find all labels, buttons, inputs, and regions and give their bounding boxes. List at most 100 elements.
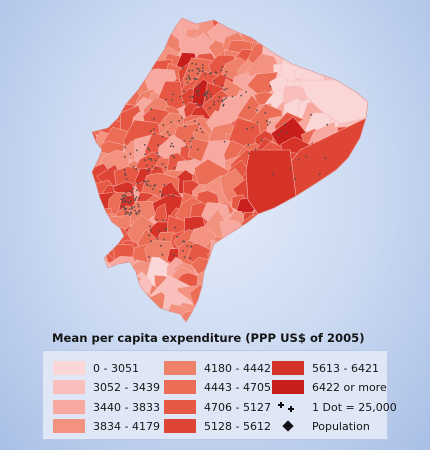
map-region-376 — [316, 224, 342, 260]
map-region-418 — [341, 264, 362, 284]
map-region-41 — [96, 31, 112, 49]
population-dot-102 — [135, 167, 138, 170]
population-dot-145 — [120, 205, 123, 208]
plus-dots-icon — [272, 400, 304, 414]
population-dot-198 — [150, 108, 152, 111]
legend-item-8: 5128 - 5612 — [164, 418, 271, 434]
population-dot-38 — [208, 72, 211, 75]
population-dot-238 — [248, 152, 251, 155]
map-region-394 — [289, 243, 311, 266]
population-dot-197 — [172, 145, 175, 148]
map-region-452 — [248, 284, 283, 317]
map-region-336 — [309, 206, 349, 234]
population-dot-84 — [123, 169, 126, 172]
population-dot-143 — [135, 213, 138, 216]
population-dot-25 — [191, 95, 194, 98]
map-region-11 — [235, 18, 263, 27]
map-region-358 — [334, 213, 368, 249]
map-region-451 — [227, 271, 269, 311]
map-region-422 — [100, 275, 124, 297]
population-dots — [120, 62, 329, 260]
population-dot-244 — [245, 91, 248, 93]
map-region-399 — [354, 245, 368, 269]
map-region-298 — [347, 181, 367, 203]
map-region-56 — [310, 21, 344, 54]
map-region-42 — [100, 18, 128, 47]
map-region-12 — [251, 18, 273, 25]
population-dot-219 — [176, 236, 179, 238]
population-dot-37 — [201, 100, 204, 103]
population-dot-147 — [123, 194, 126, 197]
population-dot-64 — [156, 152, 159, 155]
population-dot-220 — [148, 234, 150, 237]
population-dot-34 — [201, 66, 204, 69]
population-dot-178 — [192, 137, 195, 140]
map-region-15 — [294, 18, 321, 20]
population-dot-152 — [123, 207, 126, 210]
map-region-140 — [92, 81, 97, 121]
legend-label-2: 3052 - 3439 — [93, 380, 160, 394]
map-region-97 — [333, 56, 355, 75]
population-dot-76 — [171, 154, 174, 157]
map-region-459 — [348, 277, 368, 312]
population-dot-186 — [153, 132, 156, 135]
population-dot-21 — [205, 95, 208, 98]
population-dot-69 — [146, 170, 149, 173]
population-dot-193 — [190, 146, 192, 148]
map-region-96 — [311, 41, 343, 69]
population-dot-139 — [126, 211, 129, 214]
map-region-3 — [115, 18, 143, 22]
population-dot-251 — [305, 155, 308, 158]
map-region-316 — [315, 193, 338, 219]
population-dot-46 — [215, 72, 218, 74]
population-dot-113 — [163, 184, 166, 186]
population-dot-158 — [138, 205, 140, 208]
population-dot-15 — [225, 97, 228, 99]
population-dot-58 — [195, 78, 198, 81]
population-dot-96 — [144, 153, 147, 156]
map-region-390 — [222, 241, 251, 270]
map-region-433 — [265, 266, 294, 298]
legend-item-population: Population — [272, 418, 370, 434]
map-region-79 — [357, 37, 368, 66]
map-region-432 — [249, 270, 275, 299]
map-region-east-2 — [245, 149, 297, 215]
population-dot-85 — [129, 152, 132, 155]
map-region-429 — [207, 262, 243, 299]
map-region-4 — [127, 18, 152, 29]
legend-swatch-4 — [53, 419, 85, 433]
population-dot-57 — [217, 99, 220, 102]
map-region-360 — [92, 237, 94, 260]
map-region-98 — [333, 41, 368, 78]
population-dot-83 — [143, 180, 146, 183]
map-region-493 — [272, 310, 292, 322]
population-dot-121 — [137, 211, 140, 214]
map-region-78 — [339, 36, 368, 62]
population-dot-171 — [168, 134, 171, 136]
population-dot-79 — [149, 185, 152, 187]
population-dot-20 — [188, 69, 191, 72]
map-region-391 — [227, 242, 260, 271]
population-dot-166 — [204, 92, 207, 95]
population-dot-50 — [213, 101, 216, 103]
map-region-495 — [305, 310, 322, 322]
population-dot-52 — [221, 100, 224, 103]
population-dot-184 — [178, 120, 181, 122]
population-dot-141 — [134, 197, 137, 200]
map-region-2 — [110, 18, 134, 22]
population-dot-0 — [199, 84, 201, 87]
population-dot-48 — [189, 78, 191, 80]
map-region-33 — [269, 18, 292, 33]
map-region-372 — [241, 231, 280, 271]
population-dot-227 — [223, 98, 226, 101]
population-dot-55 — [187, 74, 190, 77]
population-dot-98 — [167, 194, 170, 197]
population-dot-233 — [247, 143, 250, 146]
population-dot-49 — [210, 72, 213, 74]
population-dot-39 — [195, 101, 197, 103]
population-dot-230 — [231, 95, 234, 98]
population-dot-189 — [182, 101, 185, 104]
map-region-80 — [92, 48, 101, 80]
population-dot-35 — [191, 69, 194, 72]
map-region-32 — [252, 18, 284, 36]
